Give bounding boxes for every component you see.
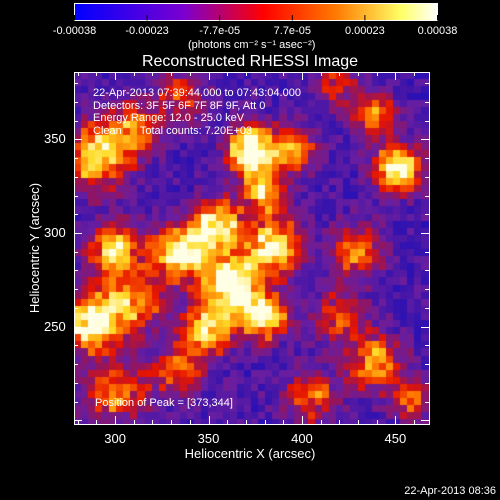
colorbar-tick-label: -0.00023 [125,25,169,37]
x-tick-label: 400 [291,431,313,446]
y-tick-label: 250 [44,318,66,334]
annotation-time-range: 22-Apr-2013 07:39:44.000 to 07:43:04.000 [93,87,301,99]
colorbar-tick-label: 0.00038 [417,25,458,37]
x-tick-label: 300 [104,431,126,446]
colorbar-tick-label: -7.7e-05 [199,25,241,37]
x-axis-label: Heliocentric X (arcsec) [184,446,316,461]
observation-annotations: 22-Apr-2013 07:39:44.000 to 07:43:04.000… [93,87,301,137]
colorbar [74,3,438,21]
axis-ticks [74,72,429,424]
chart-title: Reconstructed RHESSI Image [141,53,359,70]
annotation-clean-counts: Clean Total counts: 7.20E+03 [93,124,253,137]
heatmap-image [74,72,429,424]
colorbar-tick-label: 7.7e-05 [273,25,311,37]
colorbar-tick-label: -0.00038 [52,25,97,37]
y-axis-label: Heliocentric Y (arcsec) [27,182,42,314]
peak-position-label: Position of Peak = [373,344] [95,397,233,409]
colorbar-tick-label: 0.00023 [345,25,385,37]
colorbar-ticks [74,15,438,21]
annotation-detectors: Detectors: 3F 5F 6F 7F 8F 9F, Att 0 [93,99,266,112]
y-tick-label: 350 [44,131,66,147]
x-tick-label: 350 [197,431,220,446]
colorbar-unit-label: (photons cm⁻² s⁻¹ asec⁻²) [188,39,316,51]
colorbar-gradient [74,3,438,21]
timestamp: 22-Apr-2013 08:36 [404,485,496,497]
annotation-energy-range: Energy Range: 12.0 - 25.0 keV [93,112,245,124]
x-tick-label: 450 [384,431,407,446]
plot-frame [74,72,430,425]
y-tick-label: 300 [44,225,66,241]
